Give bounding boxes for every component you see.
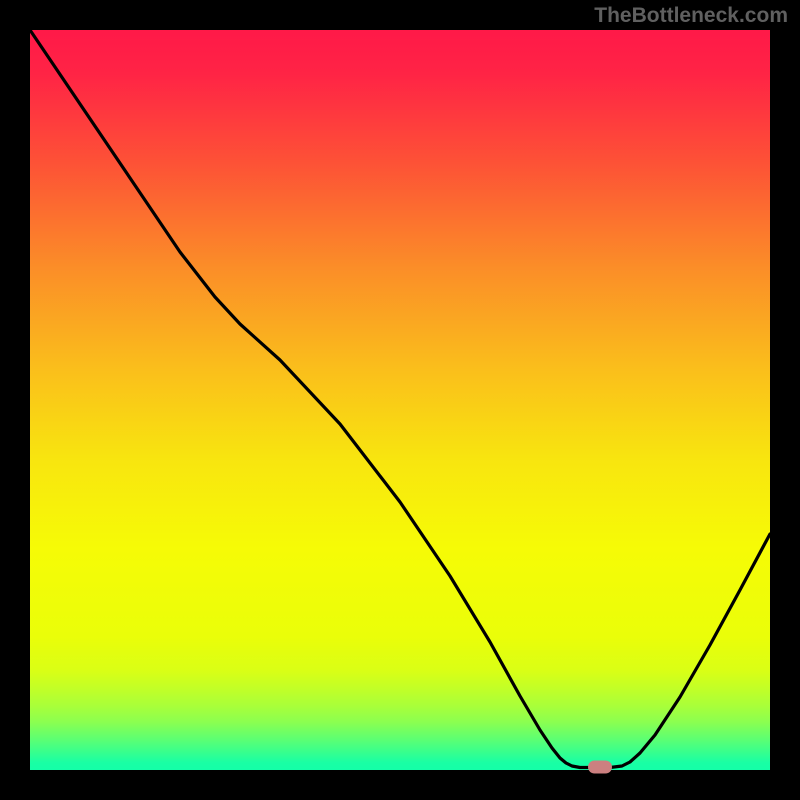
plot-area — [30, 30, 770, 770]
bottleneck-curve — [30, 30, 770, 768]
optimal-marker — [588, 761, 612, 774]
watermark-text: TheBottleneck.com — [594, 4, 788, 28]
chart-outer: TheBottleneck.com — [0, 0, 800, 800]
bottleneck-curve-svg — [30, 30, 770, 770]
